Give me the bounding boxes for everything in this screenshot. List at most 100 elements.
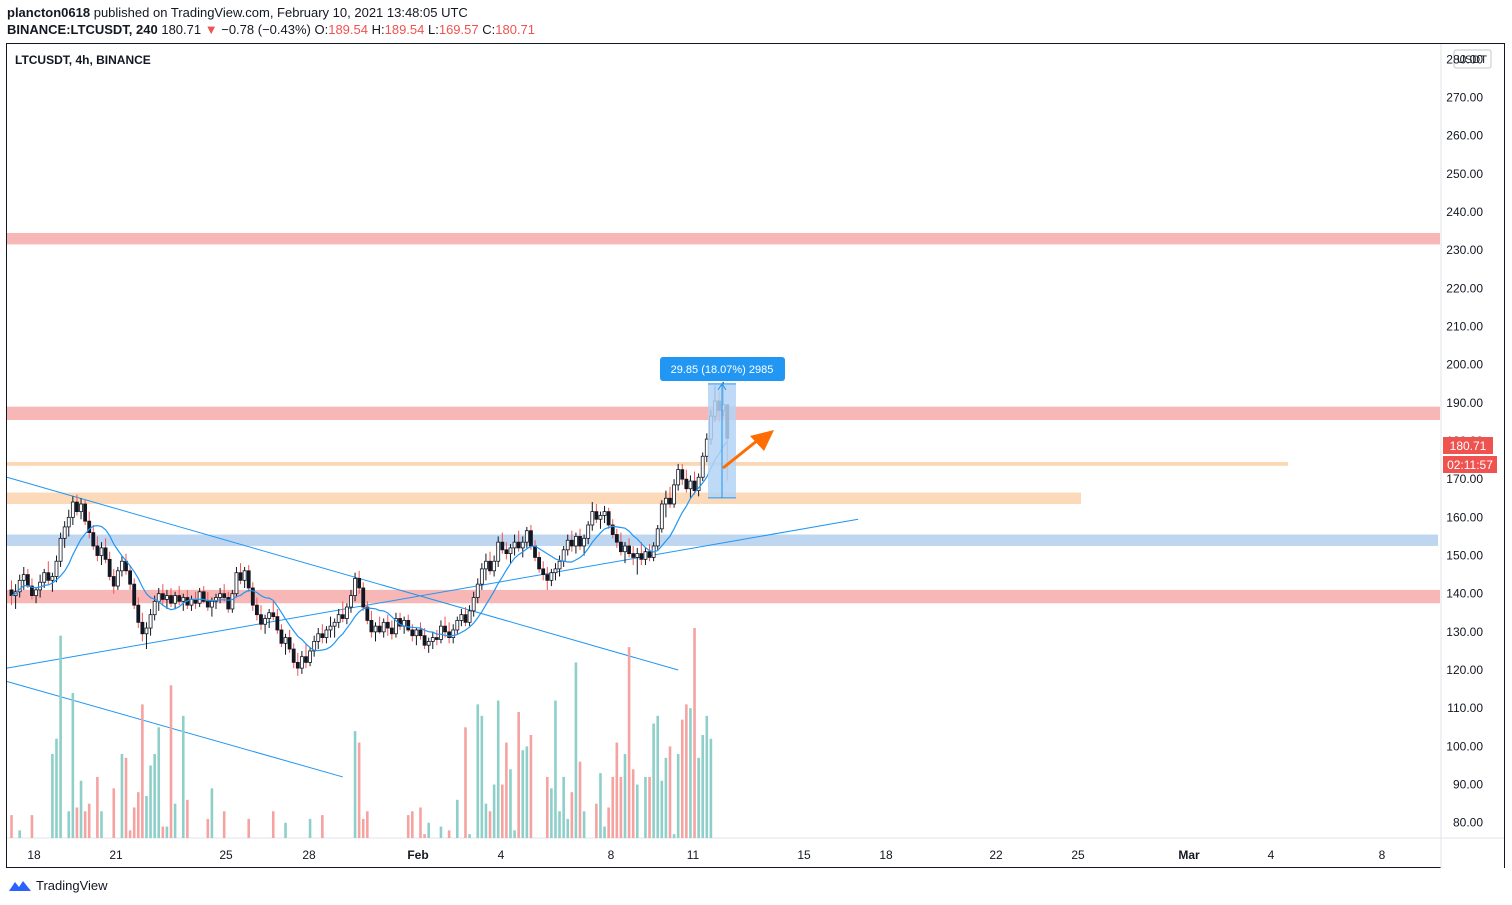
candle [443, 616, 447, 638]
volume-bar [545, 776, 549, 838]
candle [75, 494, 79, 516]
candle-body [50, 576, 55, 581]
candle [381, 618, 386, 638]
tradingview-footer[interactable]: TradingView [8, 878, 108, 893]
candle-body [30, 585, 34, 597]
candle-body [504, 549, 509, 555]
time-axis[interactable]: 18 21 25 28 Feb 4 8 11 15 18 22 25 Mar 4 8 [27, 848, 1385, 862]
candle [242, 566, 247, 588]
y-tick-label: 120.00 [1446, 663, 1483, 677]
candle [201, 586, 206, 604]
candle [344, 603, 349, 625]
candle [688, 475, 693, 499]
candle [455, 616, 460, 634]
candle [635, 547, 640, 575]
candle-body [181, 597, 186, 602]
candle-body [91, 532, 96, 547]
candle [520, 536, 525, 558]
candle-body [578, 536, 582, 547]
x-tick-label: 25 [219, 848, 233, 862]
candle [692, 471, 697, 495]
candle-body [230, 593, 235, 610]
volume-bar [480, 715, 484, 838]
candle [398, 612, 402, 630]
candle-body [263, 618, 267, 625]
candle-body [324, 629, 329, 638]
candle-body [304, 656, 308, 663]
candle [704, 433, 709, 462]
candle-body [529, 530, 533, 547]
volume-bar [419, 807, 422, 838]
candle [659, 500, 664, 533]
volume-bar [71, 692, 75, 838]
candle [627, 538, 631, 558]
volume-bar [652, 723, 655, 838]
currency-badge[interactable] [1453, 49, 1492, 69]
volume-bar [574, 662, 578, 838]
candle-body [222, 593, 227, 598]
candle-body [308, 650, 312, 663]
down-arrow-icon: ▼ [204, 22, 218, 37]
candle-body [312, 641, 317, 652]
tradingview-logo-icon [9, 880, 31, 891]
candle [389, 620, 394, 640]
candle-body [66, 516, 71, 528]
candle [324, 626, 329, 644]
candle-body [459, 614, 464, 621]
candle [430, 631, 435, 650]
candle-body [287, 637, 292, 650]
candle-body [328, 625, 333, 631]
volume-bar [521, 750, 525, 838]
author-name[interactable]: plancton0618 [7, 5, 91, 20]
candle [655, 524, 660, 550]
y-tick-label: 160.00 [1446, 510, 1483, 524]
volume-bar [496, 700, 500, 838]
x-tick-label: 21 [109, 848, 123, 862]
volume-bar [611, 776, 615, 838]
candle [541, 561, 546, 581]
volume-bar [554, 700, 557, 838]
candle [676, 463, 681, 491]
candle [537, 551, 542, 573]
x-tick-label: Mar [1178, 848, 1200, 862]
volume-bar [685, 704, 688, 838]
candle-body [524, 530, 529, 543]
candle [50, 572, 55, 592]
y-tick-label: 150.00 [1446, 549, 1483, 563]
candle [17, 574, 22, 598]
candle [246, 565, 251, 592]
candle [369, 610, 374, 638]
candle [602, 505, 607, 524]
candle-body [132, 583, 137, 606]
candle [664, 490, 668, 518]
volume-bar [656, 715, 660, 838]
price-range-measure[interactable]: 29.85 (18.07%) 2985 [660, 357, 785, 499]
last-price-label: 180.71 [1450, 439, 1487, 453]
candle [557, 555, 562, 577]
candle [484, 553, 488, 581]
candle-body [659, 503, 664, 530]
x-tick-label: Feb [407, 848, 428, 862]
candle [357, 570, 362, 594]
candle-body [586, 524, 591, 539]
candle-body [434, 637, 439, 640]
candle [598, 511, 603, 529]
candle-body [34, 589, 38, 597]
candle [181, 593, 186, 611]
candle [283, 633, 288, 655]
volume-bar [603, 826, 606, 838]
candle-body [320, 633, 325, 638]
candle-body [426, 641, 431, 646]
candle [30, 578, 34, 600]
candle-body [377, 625, 382, 633]
candle-body [451, 629, 456, 638]
candle-body [684, 478, 689, 490]
candle [316, 628, 321, 650]
volume-bar [439, 826, 443, 838]
volume-bar [595, 803, 598, 838]
volume-bar [423, 834, 426, 838]
volume-bar [672, 834, 676, 838]
candle [230, 589, 235, 613]
candle-body [680, 469, 685, 480]
